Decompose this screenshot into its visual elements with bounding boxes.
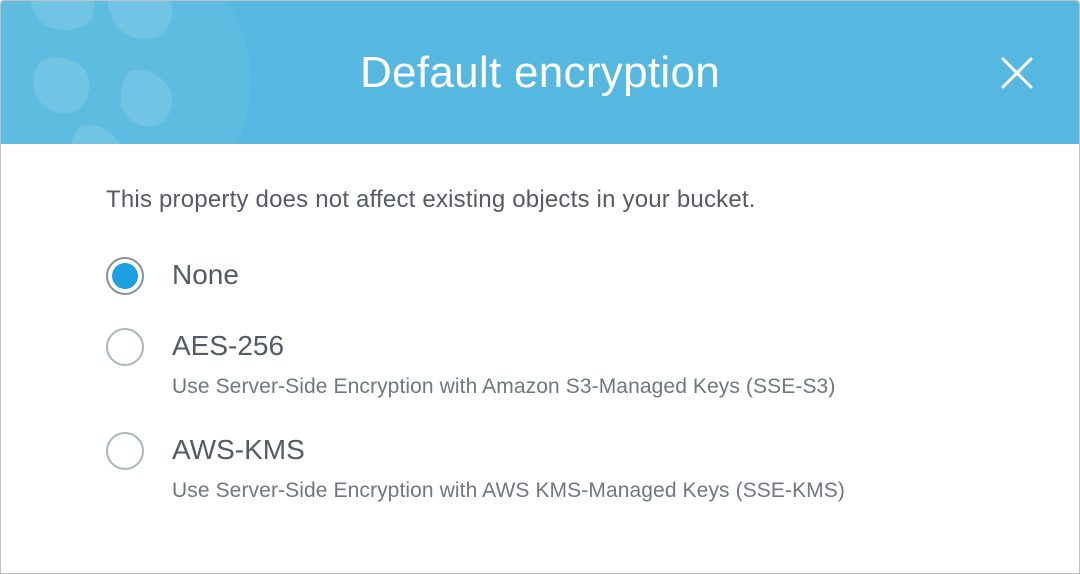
close-button[interactable] <box>997 53 1037 93</box>
radio-aes256[interactable] <box>106 328 144 366</box>
option-awskms-label: AWS-KMS <box>172 431 845 469</box>
modal-content: This property does not affect existing o… <box>1 144 1079 503</box>
option-aes256-sublabel: Use Server-Side Encryption with Amazon S… <box>172 375 835 399</box>
option-awskms-body: AWS-KMS Use Server-Side Encryption with … <box>172 431 845 503</box>
close-icon <box>1000 56 1034 90</box>
option-none[interactable]: None <box>106 256 979 295</box>
modal-title: Default encryption <box>360 48 720 98</box>
modal-header: Default encryption <box>1 1 1079 144</box>
encryption-description: This property does not affect existing o… <box>106 186 979 214</box>
encryption-modal: Default encryption This property does no… <box>0 0 1080 574</box>
option-none-body: None <box>172 256 239 294</box>
radio-awskms[interactable] <box>106 432 144 470</box>
globe-decoration <box>1 1 251 144</box>
radio-none[interactable] <box>106 257 144 295</box>
option-aes256-body: AES-256 Use Server-Side Encryption with … <box>172 327 835 399</box>
option-aes256-label: AES-256 <box>172 327 835 365</box>
option-awskms-sublabel: Use Server-Side Encryption with AWS KMS-… <box>172 479 845 503</box>
option-none-label: None <box>172 256 239 294</box>
option-awskms[interactable]: AWS-KMS Use Server-Side Encryption with … <box>106 431 979 503</box>
option-aes256[interactable]: AES-256 Use Server-Side Encryption with … <box>106 327 979 399</box>
